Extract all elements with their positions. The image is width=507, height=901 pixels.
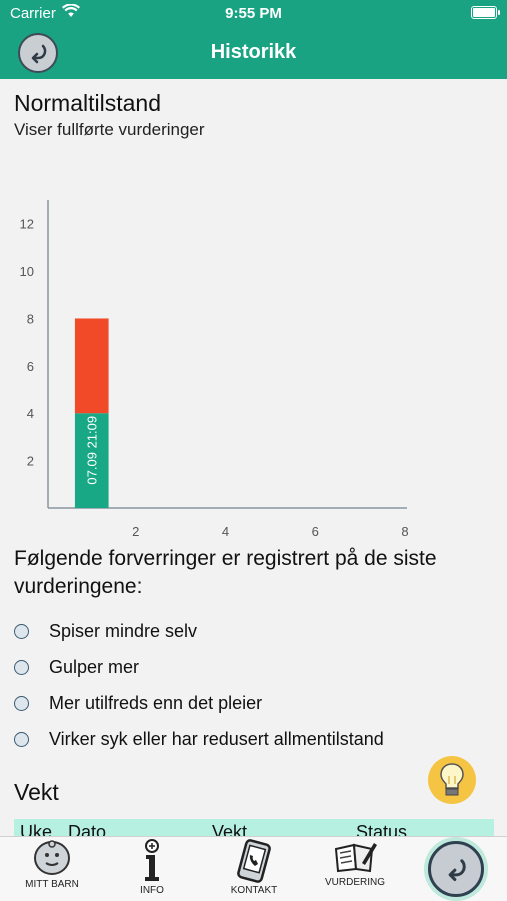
item-label: Gulper mer [49,656,140,677]
info-icon [145,839,159,881]
wifi-icon [62,3,80,22]
list-item: Mer utilfreds enn det pleier [14,685,384,721]
x-tick-label: 2 [132,524,139,539]
back-fab-button[interactable] [428,841,484,897]
list-item: Spiser mindre selv [14,613,384,649]
worsening-question: Følgende forverringer er registrert på d… [14,547,437,598]
x-tick-label: 8 [401,524,408,539]
tab-vurdering[interactable]: VURDERING [311,839,399,888]
tab-label: MITT BARN [25,879,79,890]
battery-icon [471,6,500,19]
column-header-week: Uke [20,822,53,836]
bar-segment-2 [74,318,109,414]
back-button[interactable] [18,33,58,73]
item-label: Virker syk eller har redusert allmentils… [49,728,384,749]
x-tick-label: 4 [222,524,229,539]
radio-circle-icon [14,659,29,675]
tab-label: KONTAKT [230,885,278,896]
y-tick-label: 4 [27,406,34,421]
worsening-list: Spiser mindre selv Gulper mer Mer utilfr… [14,613,384,757]
tab-bar: MITT BARN INFO KONTAKT VURDERING [0,836,507,901]
radio-circle-icon [14,623,29,639]
clock: 9:55 PM [225,5,282,22]
back-arrow-icon [448,859,466,882]
page-title: Historikk [210,41,297,63]
baby-icon [34,840,70,875]
tab-mitt-barn[interactable]: MITT BARN [7,839,97,890]
column-header-weight: Vekt [212,822,248,836]
status-bar: Carrier 9:55 PM [0,0,507,28]
y-tick-label: 8 [27,311,34,326]
radio-circle-icon [14,731,29,747]
tips-button[interactable] [428,756,476,804]
y-tick-label: 12 [20,217,34,232]
bar-segment-1 [74,413,109,508]
bar-label: 07.09 21:09 [85,416,100,485]
tab-kontakt[interactable]: KONTAKT [209,839,299,896]
x-tick-label: 6 [312,524,319,539]
back-arrow-icon [31,44,47,64]
radio-circle-icon [14,695,29,711]
tab-info[interactable]: INFO [107,839,197,896]
tab-label: VURDERING [324,877,385,888]
item-label: Mer utilfreds enn det pleier [49,692,263,713]
y-tick-label: 2 [27,454,34,469]
carrier-label: Carrier [10,5,56,22]
weight-table-header: Uke Dato Vekt Status [14,819,494,836]
tab-label: INFO [140,885,164,896]
column-header-status: Status [356,822,408,836]
lightbulb-icon [440,763,464,796]
section-title: Normaltilstand [14,90,161,116]
section-subtitle: Viser fullførte vurderinger [14,120,205,139]
nav-bar: Historikk [0,28,507,79]
column-header-date: Dato [68,822,107,836]
assessment-icon [334,843,377,873]
list-item: Virker syk eller har redusert allmentils… [14,721,384,757]
y-tick-label: 10 [20,264,34,279]
weight-title: Vekt [14,779,59,805]
list-item: Gulper mer [14,649,384,685]
history-chart: 2 4 6 8 10 12 2 4 6 8 07.09 21:09 [20,200,409,539]
y-tick-label: 6 [27,359,34,374]
phone-icon [237,839,271,883]
item-label: Spiser mindre selv [49,620,198,641]
